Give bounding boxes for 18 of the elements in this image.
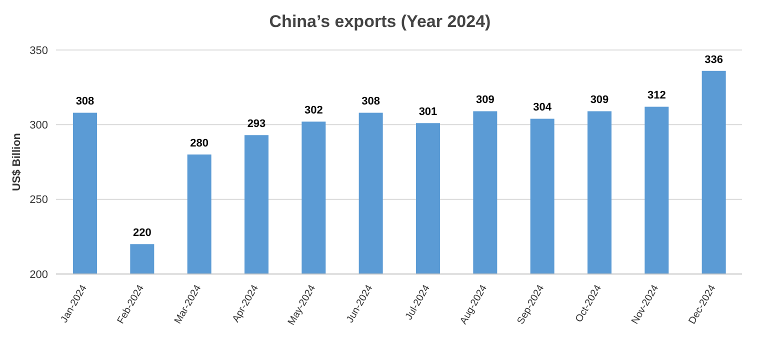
- chart-title: China’s exports (Year 2024): [268, 11, 492, 33]
- y-tick-label: 300: [30, 120, 48, 132]
- data-label: 309: [476, 94, 494, 106]
- data-label: 312: [647, 90, 666, 102]
- y-axis-title: US$ Billion: [10, 132, 23, 192]
- y-tick-label: 250: [30, 194, 48, 206]
- data-label: 336: [704, 54, 724, 66]
- data-label: 280: [190, 138, 209, 150]
- y-tick-label: 350: [30, 44, 48, 57]
- data-label: 220: [132, 227, 152, 240]
- data-label: 293: [247, 118, 266, 130]
- data-label: 308: [362, 96, 380, 108]
- data-label: 304: [533, 102, 552, 114]
- data-label: 309: [590, 94, 609, 106]
- y-tick-label: 200: [30, 268, 48, 281]
- data-label: 301: [418, 106, 438, 118]
- data-label: 308: [76, 96, 94, 108]
- data-label: 302: [304, 104, 323, 117]
